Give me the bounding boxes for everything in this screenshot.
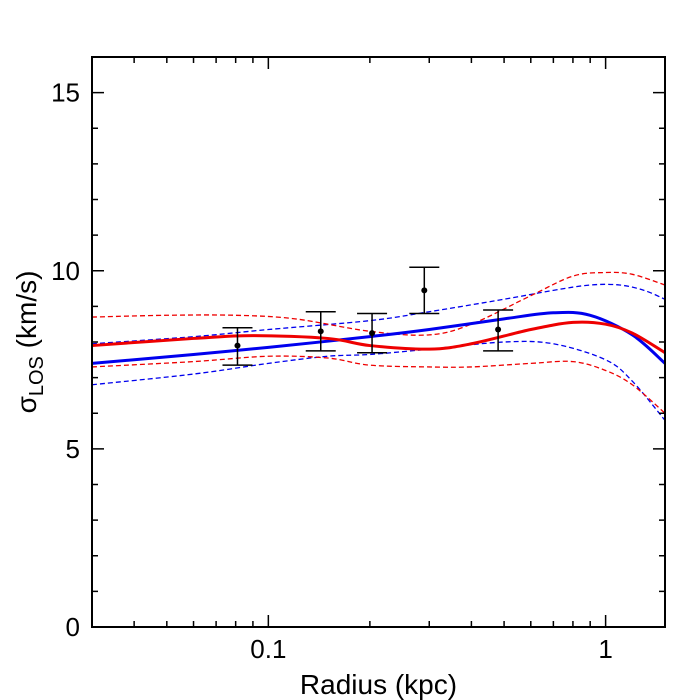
y-axis-unit: (km/s) [11, 271, 42, 357]
point-marker [421, 287, 428, 294]
y-tick-label: 5 [66, 434, 80, 464]
point-marker [234, 342, 241, 349]
data-point-1 [305, 310, 336, 352]
solid-line-1 [91, 320, 666, 354]
x-axis-title: Radius (kpc) [300, 669, 457, 700]
y-axis-subscript: LOS [26, 356, 48, 396]
data-point-2 [357, 312, 388, 354]
data-point-4 [483, 309, 514, 352]
point-marker [495, 326, 502, 333]
y-tick-label: 15 [51, 78, 80, 108]
dashed-line-4 [91, 271, 666, 336]
point-marker [369, 330, 376, 337]
axis-ticks [91, 56, 665, 628]
tick-labels: 0 5 10 15 0.1 1 [51, 78, 613, 664]
y-tick-label: 0 [66, 612, 80, 642]
y-axis-title: σLOS (km/s) [11, 271, 48, 414]
plot-frame [91, 56, 666, 628]
y-tick-label: 10 [51, 256, 80, 286]
solid-line-0 [91, 310, 666, 365]
point-marker [317, 328, 324, 335]
series-lines [91, 271, 666, 421]
data-point-3 [409, 266, 440, 315]
data-points [222, 266, 514, 366]
data-point-0 [222, 327, 253, 366]
x-tick-label: 1 [598, 634, 612, 664]
dashed-line-5 [91, 355, 666, 414]
x-tick-label: 0.1 [250, 634, 286, 664]
y-axis-symbol: σ [11, 396, 42, 413]
